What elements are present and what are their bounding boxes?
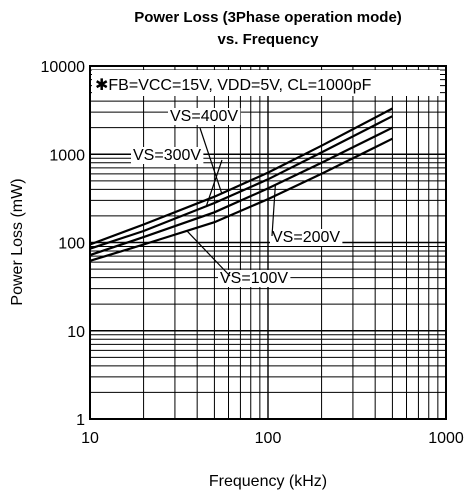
- series-label: VS=200V: [272, 229, 340, 246]
- series-line: [89, 137, 393, 262]
- y-tick-label: 10: [67, 324, 85, 341]
- series-label: VS=400V: [170, 108, 238, 125]
- series-lines: [89, 107, 393, 262]
- series-label: VS=300V: [133, 147, 201, 164]
- series-label-bg: [218, 270, 291, 287]
- series-label-bg: [131, 147, 204, 164]
- series-label-bg: [168, 108, 241, 125]
- grid: [90, 66, 446, 419]
- y-tick-label: 10000: [41, 59, 86, 76]
- y-tick-labels: 1 10 100 1000 10000: [41, 59, 86, 429]
- y-tick-label: 1000: [49, 147, 85, 164]
- leader-line: [186, 230, 231, 277]
- series-line: [89, 115, 393, 250]
- y-tick-label: 100: [58, 236, 85, 253]
- plot-frame: [89, 65, 447, 420]
- chart-title-line2: vs. Frequency: [218, 31, 320, 48]
- x-tick-label: 1000: [428, 430, 464, 447]
- x-tick-label: 100: [255, 430, 282, 447]
- annotation: ✱FB=VCC=15V, VDD=5V, CL=1000pF: [95, 77, 372, 94]
- leader-line: [199, 127, 223, 194]
- y-tick-label: 1: [76, 412, 85, 429]
- series-line: [89, 126, 393, 257]
- x-tick-labels: 10 100 1000: [81, 430, 464, 447]
- series-labels: VS=400V VS=300V VS=200V VS=100V: [131, 108, 343, 287]
- x-axis-label: Frequency (kHz): [209, 473, 327, 490]
- series-line: [89, 107, 393, 246]
- leader-line: [271, 184, 276, 237]
- series-label-bg: [270, 229, 343, 246]
- y-axis-label: Power Loss (mW): [9, 178, 26, 305]
- leader-line: [205, 159, 223, 207]
- annotation-box: [92, 70, 440, 96]
- series-label: VS=100V: [220, 270, 288, 287]
- x-tick-label: 10: [81, 430, 99, 447]
- chart-title-line1: Power Loss (3Phase operation mode): [134, 9, 402, 26]
